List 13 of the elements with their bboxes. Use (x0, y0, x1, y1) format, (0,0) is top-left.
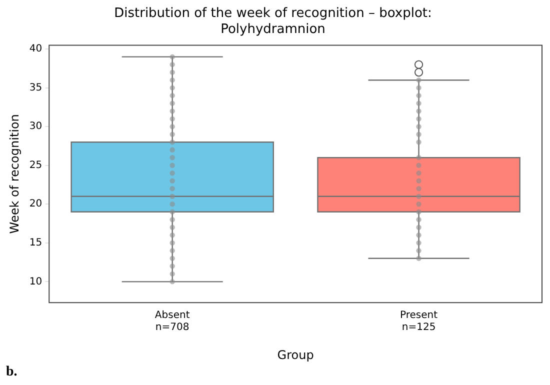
x-tick-label: Absent n=708 (154, 310, 190, 334)
y-tick-label: 35 (29, 82, 42, 94)
y-tick-label: 30 (29, 121, 42, 132)
y-tick-label: 40 (29, 44, 42, 55)
x-tick-label: Present n=125 (400, 310, 438, 334)
y-tick-label: 10 (29, 276, 42, 288)
y-tick-label: 25 (29, 160, 42, 171)
x-axis-title: Group (277, 348, 314, 362)
chart-title: Distribution of the week of recognition – boxplot: Polyhydramnion (114, 6, 432, 37)
y-tick-label: 15 (29, 237, 42, 248)
y-axis-title: Week of recognition (7, 114, 22, 234)
text: b. (6, 364, 18, 380)
y-tick-label: 20 (29, 198, 42, 210)
